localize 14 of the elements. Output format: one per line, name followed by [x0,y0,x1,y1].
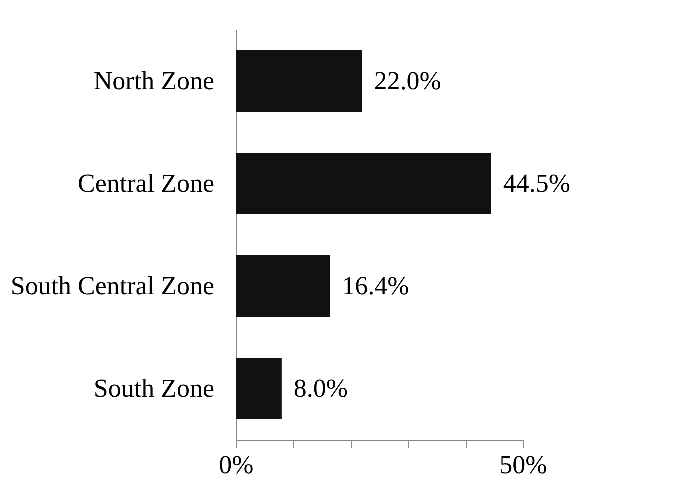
bar [236,50,362,112]
y-tick-label: North Zone [94,66,214,96]
data-label: 8.0% [294,374,348,403]
data-label: 22.0% [374,66,442,96]
bar [236,153,492,214]
y-tick-label: Central Zone [78,168,214,198]
y-tick-label: South Central Zone [10,271,214,300]
data-label: 44.5% [503,168,571,198]
y-tick-label: South Zone [94,374,214,403]
data-label: 16.4% [342,271,410,300]
x-tick-label: 50% [500,450,548,480]
bar [236,358,282,420]
bar [236,256,330,317]
x-tick-label: 0% [219,450,254,480]
